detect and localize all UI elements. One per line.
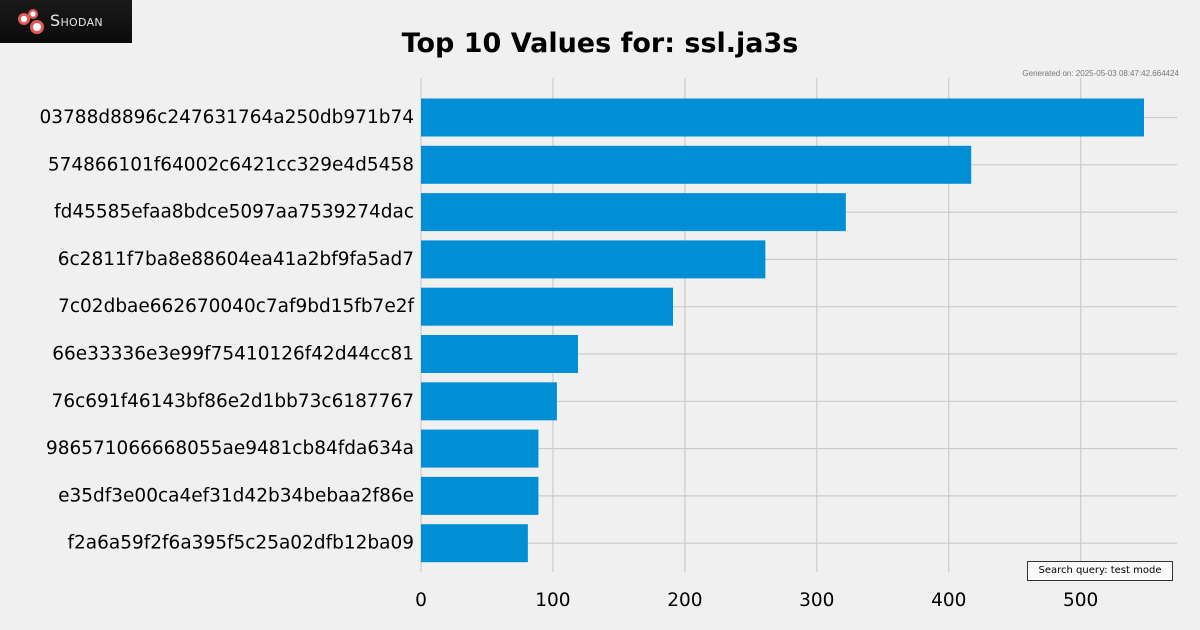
y-tick-label: 76c691f46143bf86e2d1bb73c6187767 (52, 391, 414, 412)
y-tick-label: 7c02dbae662670040c7af9bd15fb7e2f (58, 296, 414, 317)
bar (421, 193, 846, 232)
bar (421, 98, 1145, 137)
shodan-logo-text: Shodan (50, 11, 103, 30)
y-tick-label: 66e33336e3e99f75410126f42d44cc81 (52, 344, 414, 365)
x-tick-label: 0 (415, 590, 427, 611)
x-tick-label: 300 (799, 590, 834, 611)
bar (421, 335, 579, 373)
y-tick-label: f2a6a59f2f6a395f5c25a02dfb12ba09 (67, 533, 414, 554)
bar (421, 145, 972, 184)
y-tick-label: 986571066668055ae9481cb84fda634a (46, 438, 414, 459)
x-tick-label: 400 (931, 590, 966, 611)
bar (421, 287, 673, 326)
y-tick-label: 574866101f64002c6421cc329e4d5458 (48, 154, 414, 175)
x-tick-label: 500 (1063, 590, 1098, 611)
y-tick-label: fd45585efaa8bdce5097aa7539274dac (54, 202, 414, 223)
y-tick-label: e35df3e00ca4ef31d42b34bebaa2f86e (58, 485, 414, 506)
search-query-box: Search query: test mode (1027, 561, 1173, 581)
bar (421, 429, 539, 468)
x-tick-label: 100 (535, 590, 570, 611)
bar (421, 240, 766, 279)
bar (421, 382, 557, 421)
generated-timestamp: Generated on: 2025-05-03 08:47:42.664424 (1022, 69, 1179, 78)
shodan-logo-icon (18, 9, 44, 34)
chart-title: Top 10 Values for: ssl.ja3s (401, 28, 799, 59)
y-tick-label: 03788d8896c247631764a250db971b74 (39, 107, 414, 128)
y-tick-label: 6c2811f7ba8e88604ea41a2bf9fa5ad7 (58, 249, 414, 270)
x-tick-label: 200 (667, 590, 702, 611)
shodan-logo[interactable]: Shodan (0, 0, 132, 43)
bar (421, 476, 539, 515)
bar (421, 524, 528, 563)
